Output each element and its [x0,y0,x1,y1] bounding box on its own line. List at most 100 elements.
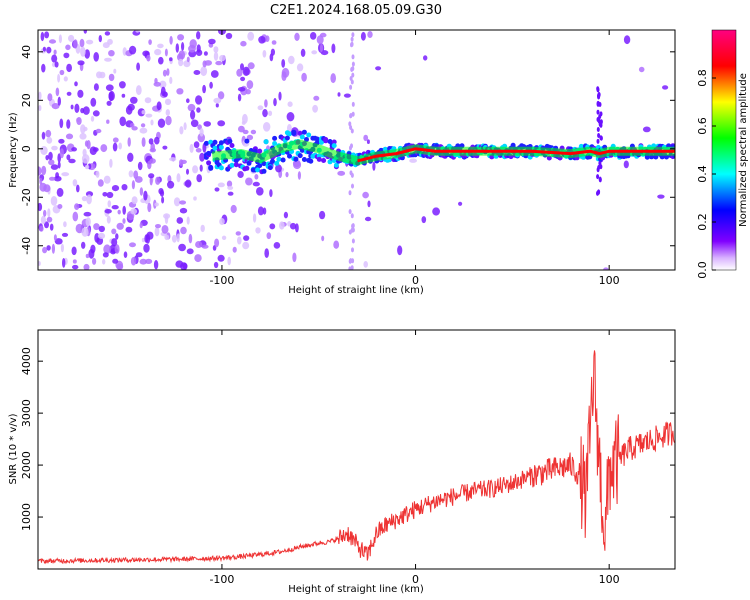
colorbar: 0.0 0.2 0.4 0.6 0.8 Normalized spectral ampl… [696,29,749,279]
heatmap-cell [162,69,167,77]
heatmap-cell [149,176,153,186]
ridge-cell [510,142,516,148]
heatmap-cell [196,174,202,183]
heatmap-cell [189,143,194,153]
heatmap-cell [46,216,53,223]
heatmap-cell [136,62,141,71]
heatmap-cell [213,46,219,53]
heatmap-cell [45,155,49,161]
heatmap-cell [103,175,111,184]
heatmap-cell [102,252,109,258]
heatmap-cell [115,233,119,240]
heatmap-cell [82,106,90,115]
heatmap-cell [154,136,160,145]
heatmap-cell [57,161,61,169]
heatmap-cell [262,109,268,118]
colorbar-tick-label: 0.2 [696,213,709,231]
heatmap-cell [106,215,111,224]
heatmap-cell [108,73,115,82]
heatmap-cell [200,66,208,77]
heatmap-cell [209,81,213,89]
ridge-cell [272,135,278,141]
heatmap-cell [202,84,207,94]
heatmap-cell [44,31,50,39]
ridge-cell [203,140,209,146]
streak-cell [350,213,354,219]
ridge-cell [287,153,292,159]
heatmap-cell [265,35,270,42]
heatmap-cell [46,245,51,251]
heatmap-cell [40,215,47,225]
heatmap-cell [56,187,64,197]
heatmap-cell [159,189,165,197]
colorbar-tick-label: 0.8 [696,69,709,87]
heatmap-cell [175,43,179,53]
heatmap-cell [102,259,106,265]
heatmap-cell [297,171,301,180]
heatmap-cell [372,161,376,171]
heatmap-cell [146,54,151,62]
heatmap-cell [112,142,118,152]
heatmap-cell [184,179,192,188]
heatmap-cell [171,234,177,243]
heatmap-cell [623,35,631,45]
heatmap-cell [169,157,177,162]
heatmap-cell [196,31,201,40]
heatmap-cell [270,48,275,56]
heatmap-cell [287,101,293,107]
heatmap-cell [281,59,286,68]
heatmap-cell [100,144,108,153]
streak-cell [348,209,352,215]
heatmap-cell [293,160,302,170]
streak-cell [597,165,601,170]
heatmap-cell [319,210,326,220]
heatmap-cell [255,227,261,234]
heatmap-cell [235,231,241,236]
streak-cell [349,170,353,176]
heatmap-cell [86,194,92,205]
heatmap-cell [237,171,244,178]
heatmap-cell [154,48,162,56]
heatmap-cell [79,133,87,140]
heatmap-cell [164,48,168,57]
heatmap-cell [38,166,42,176]
heatmap-cell [175,260,184,268]
heatmap-cell [46,136,53,144]
heatmap-cell [95,170,100,178]
heatmap-cell [153,81,162,87]
heatmap-cell [237,87,246,92]
heatmap-cell [240,63,244,71]
heatmap-cell [195,148,202,153]
ridge-cell [263,139,269,145]
heatmap-cell [74,81,78,87]
streak-cell [351,223,355,229]
heatmap-cell [247,62,255,70]
streak-cell [350,143,353,149]
colorbar-ticks: 0.0 0.2 0.4 0.6 0.8 [696,69,716,279]
ridge-cell [244,138,250,144]
heatmap-cell [59,118,64,129]
ridge-cell [323,137,329,142]
heatmap-cell [42,46,47,52]
streak-cell [597,93,600,99]
y-tick-label: -40 [20,237,33,255]
heatmap-cell [61,172,70,177]
heatmap-cell [242,129,249,135]
heatmap-cell [111,185,120,192]
heatmap-cell [106,119,110,124]
heatmap-cell [162,91,168,98]
heatmap-cell [409,158,417,163]
heatmap-cell [80,124,86,134]
spectrogram-ylabel: Frequency (Hz) [8,112,19,188]
heatmap-cell [38,202,43,212]
heatmap-cell [51,103,60,110]
heatmap-cell [266,232,272,240]
heatmap-cell [48,151,53,161]
heatmap-cell [93,223,100,231]
heatmap-cell [121,184,128,191]
heatmap-cell [237,236,242,245]
heatmap-cell [129,45,137,55]
heatmap-cell [240,40,247,47]
heatmap-cell [117,209,121,215]
ridge-cell [306,132,312,138]
